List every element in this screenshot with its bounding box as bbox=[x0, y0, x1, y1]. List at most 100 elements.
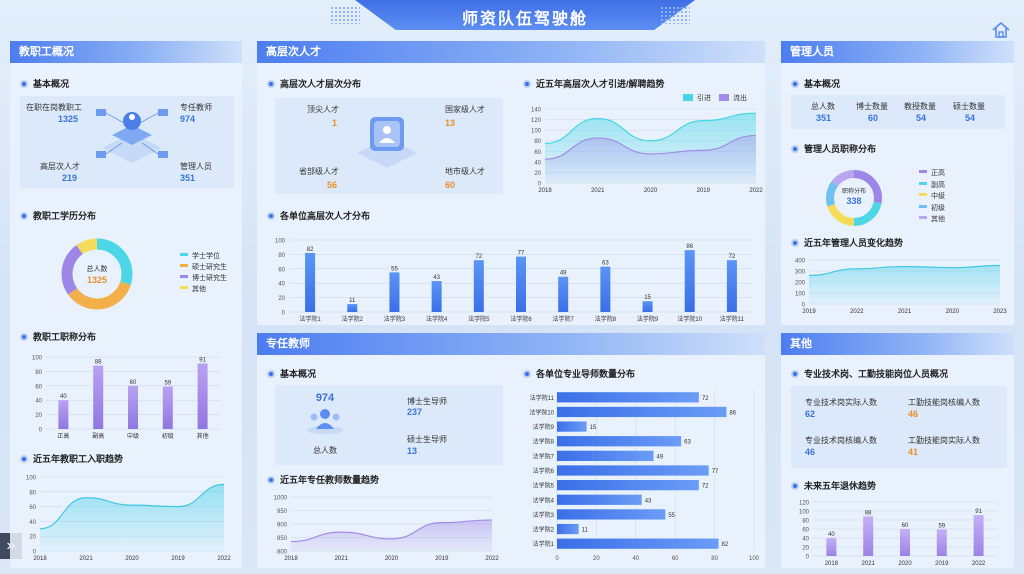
x-tick-label: 2018 bbox=[538, 188, 552, 194]
posts-stat-label: 专业技术岗实际人数 bbox=[805, 398, 877, 407]
y-tick-label: 0 bbox=[33, 550, 37, 556]
donut-slice bbox=[826, 170, 882, 226]
y-tick-label: 20 bbox=[278, 296, 285, 302]
posts-stat-label: 工勤技能岗核编人数 bbox=[908, 398, 980, 407]
series-area bbox=[545, 135, 756, 183]
mentors-hbar-chart: 0 20 40 60 80 100 法学院11 72 法学院10 86 法学院9 15 法学院8 63 法学… bbox=[529, 390, 760, 562]
x-tick-label: 副高 bbox=[92, 432, 104, 440]
bar bbox=[128, 385, 138, 429]
y-tick-label: 60 bbox=[278, 267, 285, 273]
other-panel: 其他 专业技术岗、工勤技能岗位人员概况 专业技术岗实际人数 62 工勤技能岗核编… bbox=[781, 333, 1014, 568]
y-tick-label: 100 bbox=[275, 239, 286, 245]
bar bbox=[516, 256, 526, 312]
x-tick-label: 0 bbox=[555, 556, 559, 562]
y-tick-label: 1000 bbox=[274, 496, 288, 502]
bar bbox=[557, 494, 642, 505]
mgmt-rank-center-value: 338 bbox=[846, 196, 862, 206]
series-area bbox=[291, 519, 492, 551]
donut-slice bbox=[61, 238, 133, 310]
y-tick-label: 400 bbox=[795, 259, 806, 265]
x-tick-label: 法学院10 bbox=[677, 315, 702, 323]
talent-units-bar-chart: 0 20 40 60 80 100 82 法学院1 11 法学院2 55 法学院3 43 法学院4 72 法学… bbox=[275, 239, 753, 323]
bar-value-label: 55 bbox=[668, 513, 675, 519]
teachers-stat-value: 13 bbox=[407, 446, 418, 456]
posts-stat-value: 41 bbox=[908, 447, 919, 457]
y-tick-label: 40 bbox=[35, 399, 42, 405]
x-tick-label: 2018 bbox=[33, 556, 47, 562]
x-tick-label: 2021 bbox=[335, 556, 349, 562]
bar-value-label: 43 bbox=[433, 275, 440, 281]
mgmt-trend-title: 近五年管理人员变化趋势 bbox=[791, 236, 903, 249]
legend-item: 其他 bbox=[180, 284, 206, 294]
mgmt-stat-label: 总人数 bbox=[811, 102, 835, 111]
bar-value-label: 72 bbox=[475, 254, 482, 260]
header-dots-right bbox=[660, 6, 690, 24]
talent-trend-legend-in: 引进 bbox=[697, 95, 711, 102]
x-tick-label: 2019 bbox=[697, 188, 711, 194]
mgmt-panel-title: 管理人员 bbox=[781, 41, 1014, 63]
teachers-total-label: 总人数 bbox=[313, 446, 337, 455]
legend-label: 学士学位 bbox=[192, 253, 220, 260]
talent-trend-title: 近五年高层次人才引进/解聘趋势 bbox=[523, 77, 665, 90]
y-tick-label: 80 bbox=[29, 490, 36, 496]
bar-value-label: 72 bbox=[702, 484, 709, 490]
y-tick-label: 80 bbox=[35, 370, 42, 376]
staff-stat-value: 1325 bbox=[58, 114, 79, 124]
bar-value-label: 72 bbox=[702, 396, 709, 402]
teachers-basic-title: 基本概况 bbox=[267, 367, 316, 380]
y-tick-label: 100 bbox=[799, 510, 810, 516]
talent-trend-area-chart: 0 20 40 60 80 100 120 140 2018 2021 2020 2019 2022 bbox=[531, 108, 763, 195]
legend-label: 博士研究生 bbox=[192, 275, 227, 282]
legend-swatch bbox=[919, 193, 927, 196]
x-tick-label: 2021 bbox=[862, 561, 876, 567]
y-tick-label: 40 bbox=[802, 537, 809, 543]
y-tick-label: 40 bbox=[278, 282, 285, 288]
bar-value-label: 15 bbox=[644, 295, 651, 301]
bar bbox=[557, 480, 699, 491]
y-tick-label: 60 bbox=[802, 528, 809, 534]
y-tick-label: 法学院3 bbox=[533, 511, 555, 519]
mgmt-rank-title: 管理人员职称分布 bbox=[791, 142, 876, 155]
y-tick-label: 0 bbox=[802, 303, 806, 309]
series-line bbox=[808, 264, 1001, 276]
x-tick-label: 2020 bbox=[125, 556, 139, 562]
y-tick-label: 100 bbox=[32, 356, 43, 362]
y-tick-label: 0 bbox=[282, 311, 286, 317]
x-tick-label: 2020 bbox=[644, 188, 658, 194]
bar bbox=[93, 365, 104, 429]
bar bbox=[389, 272, 400, 312]
mgmt-trend-area-chart: 0 100 200 300 400 2019 2022 2021 2020 2023 bbox=[795, 259, 1007, 316]
bar-value-label: 72 bbox=[729, 254, 736, 260]
y-tick-label: 20 bbox=[534, 171, 541, 177]
teachers-trend-title: 近五年专任教师数量趋势 bbox=[267, 473, 379, 486]
legend-label: 硕士研究生 bbox=[192, 264, 227, 271]
bar-value-label: 59 bbox=[938, 523, 945, 529]
donut-slice bbox=[61, 238, 133, 310]
y-tick-label: 法学院8 bbox=[533, 438, 555, 446]
edu-section-title: 教职工学历分布 bbox=[20, 209, 96, 222]
header-dots-left bbox=[330, 6, 360, 24]
x-tick-label: 2018 bbox=[825, 561, 839, 567]
staff-panel: 教职工概况 基本概况 在职在岗教职工 1325 专任教师 974 高层次人才 2… bbox=[10, 41, 242, 568]
x-tick-label: 法学院7 bbox=[553, 315, 575, 323]
y-tick-label: 法学院9 bbox=[533, 423, 555, 431]
mgmt-stat-value: 60 bbox=[868, 113, 879, 123]
legend-label: 副高 bbox=[931, 181, 945, 189]
talent-level-value: 13 bbox=[445, 118, 456, 128]
bar bbox=[642, 301, 653, 312]
legend-item: 博士研究生 bbox=[180, 273, 227, 283]
bar bbox=[557, 538, 719, 549]
home-icon[interactable] bbox=[990, 19, 1012, 41]
teachers-stat-label: 硕士生导师 bbox=[407, 435, 447, 444]
x-tick-label: 法学院4 bbox=[426, 315, 448, 323]
legend-item: 中级 bbox=[919, 191, 945, 201]
bar-value-label: 82 bbox=[722, 542, 729, 548]
legend-label: 正高 bbox=[931, 170, 945, 177]
bar bbox=[557, 406, 727, 418]
legend-label: 初级 bbox=[931, 204, 945, 212]
posts-stat-value: 46 bbox=[805, 447, 816, 457]
x-tick-label: 2020 bbox=[946, 309, 960, 315]
bar bbox=[557, 392, 699, 403]
x-tick-label: 初级 bbox=[162, 432, 174, 440]
x-tick-label: 法学院11 bbox=[720, 315, 745, 323]
